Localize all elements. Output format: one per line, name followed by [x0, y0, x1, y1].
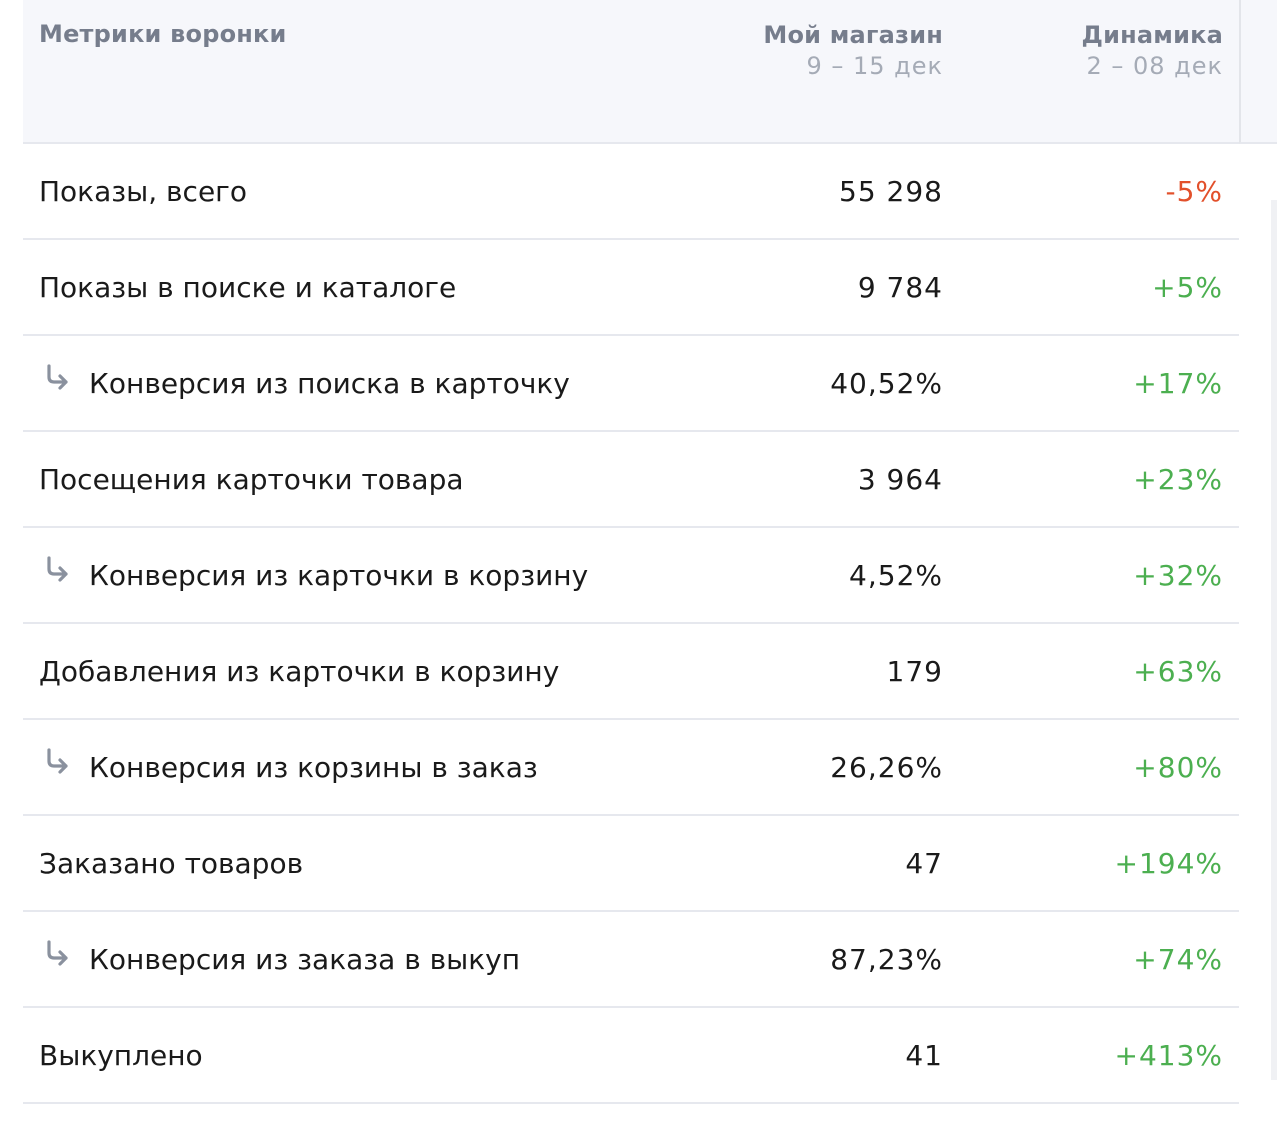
table-row: Конверсия из поиска в карточку 40,52% +1…: [23, 336, 1239, 432]
row-value: 9 784: [857, 270, 943, 304]
row-label: Конверсия из карточки в корзину: [41, 528, 588, 622]
header-dynamics-period: 2 – 08 дек: [1086, 52, 1223, 80]
header-dynamics-label: Динамика: [1081, 21, 1223, 49]
row-label-text: Конверсия из корзины в заказ: [89, 750, 538, 784]
row-label: Конверсия из заказа в выкуп: [41, 912, 520, 1006]
table-row: Добавления из карточки в корзину 179 +63…: [23, 624, 1239, 720]
row-value: 41: [905, 1038, 943, 1072]
row-label: Заказано товаров: [39, 816, 303, 910]
header-dynamics-column[interactable]: Динамика 2 – 08 дек: [1082, 20, 1224, 82]
table-row: Конверсия из корзины в заказ 26,26% +80%: [23, 720, 1239, 816]
header-shop-column[interactable]: Мой магазин 9 – 15 дек: [763, 20, 943, 82]
row-value: 47: [905, 846, 943, 880]
row-label-text: Показы, всего: [39, 174, 248, 208]
table-row: Выкуплено 41 +413%: [23, 1008, 1239, 1104]
return-arrow-icon: [47, 748, 68, 774]
row-label-text: Показы в поиске и каталоге: [39, 270, 457, 304]
table-row: Конверсия из карточки в корзину 4,52% +3…: [23, 528, 1239, 624]
header-shop-period: 9 – 15 дек: [806, 52, 943, 80]
row-value: 179: [886, 654, 943, 688]
header-metric-label: Метрики воронки: [39, 20, 287, 48]
row-label: Посещения карточки товара: [39, 432, 464, 526]
row-label-text: Выкуплено: [39, 1038, 203, 1072]
row-label-text: Добавления из карточки в корзину: [39, 654, 560, 688]
table-row: Посещения карточки товара 3 964 +23%: [23, 432, 1239, 528]
row-delta: +5%: [1152, 270, 1223, 304]
row-delta: +194%: [1114, 846, 1223, 880]
scrollbar-track[interactable]: [1271, 200, 1277, 1080]
return-arrow-icon: [47, 364, 68, 390]
row-delta: +23%: [1133, 462, 1223, 496]
table-row: Показы, всего 55 298 -5%: [23, 144, 1239, 240]
row-label: Показы, всего: [39, 144, 247, 238]
table-row: Показы в поиске и каталоге 9 784 +5%: [23, 240, 1239, 336]
row-label-text: Посещения карточки товара: [39, 462, 464, 496]
table-row: Конверсия из заказа в выкуп 87,23% +74%: [23, 912, 1239, 1008]
header-extension: [1239, 0, 1277, 144]
row-label: Добавления из карточки в корзину: [39, 624, 559, 718]
row-label-text: Конверсия из поиска в карточку: [89, 366, 570, 400]
row-delta: +80%: [1133, 750, 1223, 784]
row-value: 40,52%: [830, 366, 943, 400]
row-label-text: Заказано товаров: [39, 846, 304, 880]
row-label: Конверсия из корзины в заказ: [41, 720, 538, 814]
header-shop-label: Мой магазин: [763, 21, 943, 49]
table-row: Заказано товаров 47 +194%: [23, 816, 1239, 912]
row-label: Выкуплено: [39, 1008, 203, 1102]
row-label-text: Конверсия из карточки в корзину: [89, 558, 589, 592]
row-label-text: Конверсия из заказа в выкуп: [89, 942, 521, 976]
row-delta: +74%: [1133, 942, 1223, 976]
row-delta: +17%: [1133, 366, 1223, 400]
row-label: Конверсия из поиска в карточку: [41, 336, 570, 430]
funnel-metrics-table: Метрики воронки Мой магазин 9 – 15 дек Д…: [23, 0, 1239, 1104]
row-delta: +413%: [1114, 1038, 1223, 1072]
row-label: Показы в поиске и каталоге: [39, 240, 456, 334]
row-value: 55 298: [839, 174, 943, 208]
row-delta: +32%: [1133, 558, 1223, 592]
row-value: 26,26%: [830, 750, 943, 784]
return-arrow-icon: [47, 556, 68, 582]
row-value: 4,52%: [849, 558, 943, 592]
table-header: Метрики воронки Мой магазин 9 – 15 дек Д…: [23, 0, 1239, 144]
row-delta: -5%: [1165, 174, 1223, 208]
row-delta: +63%: [1133, 654, 1223, 688]
row-value: 3 964: [857, 462, 943, 496]
row-value: 87,23%: [830, 942, 943, 976]
return-arrow-icon: [47, 940, 68, 966]
